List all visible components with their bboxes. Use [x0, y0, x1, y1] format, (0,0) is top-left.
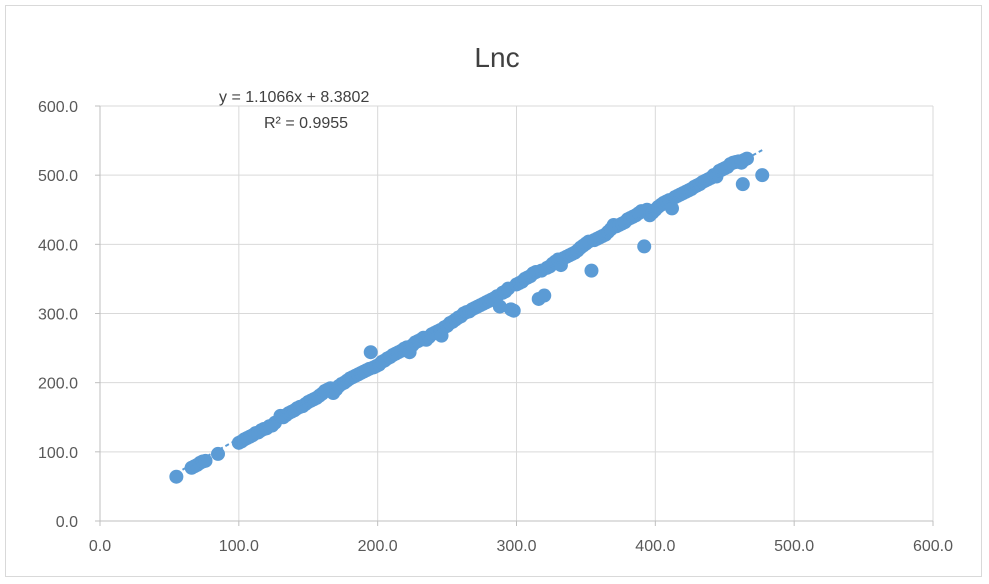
x-tick-label: 300.0	[496, 538, 536, 555]
data-point	[755, 168, 770, 183]
data-point	[492, 299, 507, 314]
data-points	[169, 151, 770, 484]
x-tick-label: 500.0	[774, 538, 814, 555]
y-tick-label: 600.0	[38, 99, 78, 116]
data-point	[169, 469, 184, 484]
data-point	[637, 239, 652, 254]
data-point	[584, 263, 599, 278]
y-tick-label: 300.0	[38, 307, 78, 324]
data-point	[506, 303, 521, 318]
y-tick-label: 100.0	[38, 445, 78, 462]
y-axis-tick-labels: 0.0 100.0 200.0 300.0 400.0 500.0 600.0	[38, 99, 78, 531]
data-point	[537, 288, 552, 303]
y-tick-label: 200.0	[38, 376, 78, 393]
y-tick-label: 400.0	[38, 237, 78, 254]
chart-title: Lnc	[474, 42, 519, 73]
x-axis-tick-labels: 0.0 100.0 200.0 300.0 400.0 500.0 600.0	[89, 538, 953, 555]
x-tick-label: 200.0	[358, 538, 398, 555]
y-tick-label: 0.0	[56, 514, 78, 531]
data-point	[735, 177, 750, 192]
x-tick-label: 400.0	[635, 538, 675, 555]
y-tick-label: 500.0	[38, 168, 78, 185]
data-point	[198, 453, 213, 468]
x-tick-label: 100.0	[219, 538, 259, 555]
trendline-equation: y = 1.1066x + 8.3802	[219, 89, 369, 106]
data-point	[363, 345, 378, 360]
trendline	[175, 149, 763, 474]
data-point	[211, 446, 226, 461]
data-point	[664, 201, 679, 216]
x-tick-label: 600.0	[913, 538, 953, 555]
axes	[95, 105, 934, 526]
x-tick-label: 0.0	[89, 538, 111, 555]
trendline-r-squared: R² = 0.9955	[264, 115, 348, 132]
